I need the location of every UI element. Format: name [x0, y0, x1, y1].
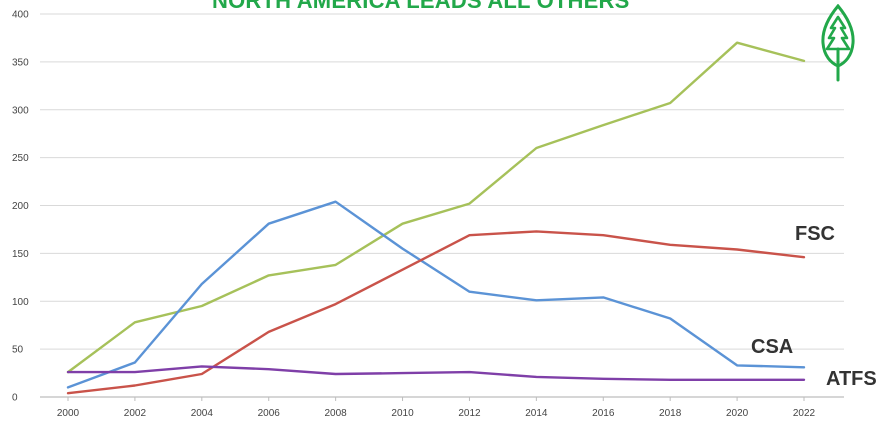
y-tick-label: 400: [12, 10, 29, 21]
y-tick-label: 350: [12, 57, 29, 68]
axes: 0 50 100 150 200 250 300 350 400 2000 2002 2004 2006…: [12, 10, 816, 420]
y-tick-label: 50: [12, 345, 24, 356]
x-tick-label: 2002: [124, 408, 147, 419]
x-tick-label: 2018: [659, 408, 682, 419]
series-line-purple: [66, 365, 806, 381]
series-label-atfs: ATFS: [826, 368, 877, 390]
chart-title: NORTH AMERICA LEADS ALL OTHERS: [212, 0, 630, 13]
y-tick-label: 100: [12, 297, 29, 308]
series-lines: [66, 41, 806, 395]
y-tick-label: 200: [12, 201, 29, 212]
tree-leaf-logo-icon: [821, 4, 855, 82]
x-tick-label: 2014: [525, 408, 548, 419]
series-line-red: [66, 230, 806, 395]
x-tick-label: 2000: [57, 408, 80, 419]
x-tick-label: 2022: [793, 408, 816, 419]
y-tick-label: 0: [12, 393, 18, 404]
series-label-fsc: FSC: [795, 223, 835, 245]
x-tick-label: 2006: [258, 408, 281, 419]
series-line-blue: [66, 200, 806, 389]
x-tick-label: 2010: [391, 408, 414, 419]
x-tick-label: 2020: [726, 408, 749, 419]
x-tick-label: 2008: [325, 408, 348, 419]
x-tick-label: 2016: [592, 408, 615, 419]
gridlines: [40, 13, 844, 398]
x-tick-label: 2004: [191, 408, 214, 419]
y-tick-label: 300: [12, 105, 29, 116]
series-label-csa: CSA: [751, 336, 794, 358]
y-tick-label: 250: [12, 153, 29, 164]
series-line-green: [66, 41, 806, 374]
x-tick-label: 2012: [458, 408, 481, 419]
y-tick-label: 150: [12, 249, 29, 260]
